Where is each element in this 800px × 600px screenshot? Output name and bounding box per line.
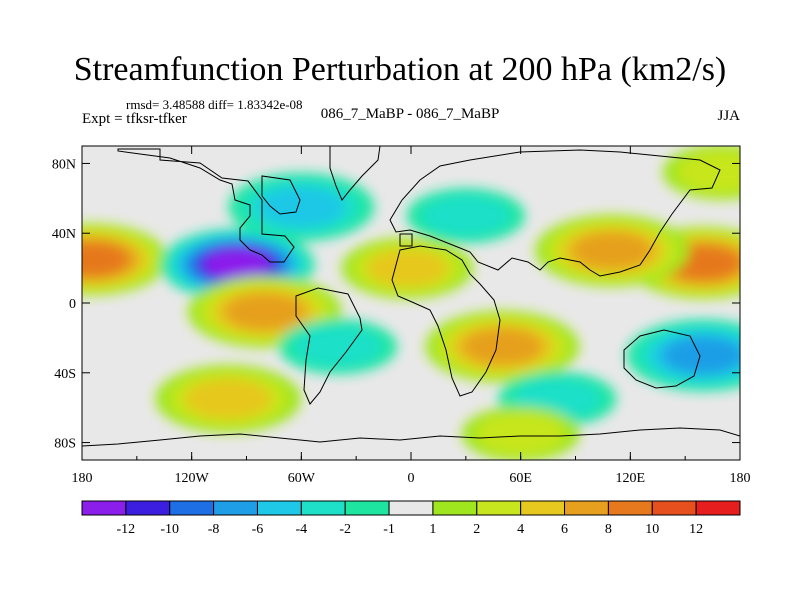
x-tick-label: 60W — [288, 471, 316, 486]
colorbar-box — [300, 500, 346, 516]
anomaly-pacific-sh-negative — [626, 319, 740, 392]
colorbar-label: -10 — [160, 522, 179, 537]
contour-band — [184, 378, 273, 420]
colorbar-box — [169, 500, 215, 516]
y-tick-label: 0 — [69, 297, 76, 312]
contour-band — [476, 413, 565, 455]
colorbar-box — [607, 500, 653, 516]
colorbar-box — [520, 500, 566, 516]
x-axis: 180 120W 60W 0 60E 120E 180 — [72, 146, 751, 486]
season-label: JJA — [717, 108, 740, 124]
coastline-eurasia — [389, 149, 721, 277]
coastline-greenland — [329, 146, 381, 201]
coastline-africa — [391, 245, 501, 397]
colorbar-label: -2 — [339, 522, 351, 537]
y-tick-label: 80S — [54, 437, 76, 452]
anomaly-sahara-positive — [341, 237, 474, 299]
contour-band — [462, 327, 543, 366]
colorbar-box — [213, 500, 258, 516]
anomaly-southern-ocean-positive — [155, 364, 302, 433]
colorbar-label: 10 — [645, 522, 659, 537]
contour-band — [293, 326, 383, 368]
colorbar-box — [564, 500, 609, 516]
y-tick-label: 80N — [52, 157, 76, 172]
coastline-caspian — [399, 233, 413, 247]
coastline-antarctica — [82, 427, 740, 460]
contour-band — [204, 249, 271, 280]
coastline-canada-arctic — [261, 175, 301, 215]
colorbar-label: 1 — [429, 522, 436, 537]
colorbar-box — [476, 500, 522, 516]
colorbar-box — [695, 500, 741, 516]
contour-band — [257, 186, 346, 228]
colorbar-box — [651, 500, 697, 516]
colorbar-box — [125, 500, 171, 516]
anomaly-south-america-negative — [278, 319, 398, 375]
colorbar-label: -1 — [383, 522, 395, 537]
colorbar-label: 2 — [473, 522, 480, 537]
colorbar-box — [256, 500, 302, 516]
contour-band — [571, 232, 653, 270]
contour-band — [366, 249, 449, 288]
x-tick-label: 120W — [175, 471, 210, 486]
chart-title: Streamfunction Perturbation at 200 hPa (… — [73, 51, 727, 88]
anomaly-asia-positive — [535, 214, 690, 287]
colorbar-label: 4 — [517, 522, 524, 537]
contour-band — [421, 195, 511, 237]
y-tick-label: 40N — [52, 227, 76, 242]
y-axis: 80N 40N 0 40S 80S — [52, 157, 740, 452]
anomaly-pacific-nh-positive — [82, 223, 169, 296]
coastline-north-america — [117, 148, 295, 263]
experiment-label: Expt = tfksr-tfker — [82, 111, 187, 127]
x-tick-label: 60E — [509, 471, 532, 486]
colorbar: -12 -10 -8 -6 -4 -2 -1 1 2 4 6 8 10 12 — [81, 500, 741, 537]
colorbar-label: -8 — [208, 522, 220, 537]
y-tick-label: 40S — [54, 367, 76, 382]
coastline-australia — [623, 329, 701, 389]
colorbar-box — [344, 500, 390, 516]
anomaly-antarctic-positive — [461, 406, 580, 460]
colorbar-label: 8 — [605, 522, 612, 537]
colorbar-box — [388, 500, 434, 516]
coastline-south-america — [295, 287, 363, 405]
anomaly-eurasia-negative — [406, 188, 525, 244]
contour-band — [677, 151, 740, 193]
colorbar-label: -12 — [117, 522, 136, 537]
coastline — [82, 146, 740, 460]
colorbar-label: 6 — [561, 522, 568, 537]
contour-band — [663, 336, 740, 374]
x-tick-label: 0 — [408, 471, 415, 486]
colorbar-box — [432, 500, 478, 516]
contour-band — [224, 293, 306, 331]
x-tick-label: 120E — [616, 471, 646, 486]
colorbar-label: 12 — [689, 522, 703, 537]
x-tick-label: 180 — [72, 471, 93, 486]
colorbar-label: -6 — [252, 522, 264, 537]
colorbar-box — [81, 500, 127, 516]
case-label: 086_7_MaBP - 086_7_MaBP — [320, 106, 500, 122]
anomaly-north-atlantic-positive — [662, 146, 740, 200]
anomaly-africa-sh-positive — [425, 310, 580, 383]
contour-field — [82, 146, 740, 460]
colorbar-label: -4 — [295, 522, 307, 537]
contour-band — [82, 242, 129, 277]
stats-label: rmsd= 3.48588 diff= 1.83342e-08 — [126, 97, 303, 112]
x-tick-label: 180 — [730, 471, 751, 486]
